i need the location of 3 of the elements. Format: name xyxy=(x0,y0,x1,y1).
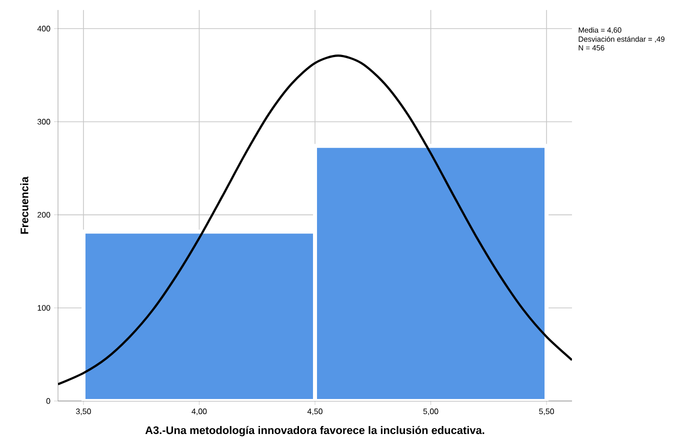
x-axis-title: A3.-Una metodología innovadora favorece la inclusión educativa. xyxy=(145,426,484,436)
y-axis-title: Frecuencia xyxy=(20,176,28,234)
line-series xyxy=(58,54,572,386)
